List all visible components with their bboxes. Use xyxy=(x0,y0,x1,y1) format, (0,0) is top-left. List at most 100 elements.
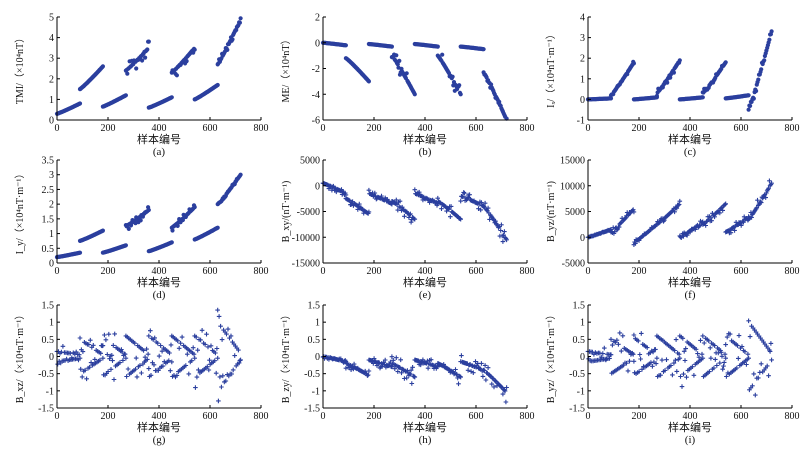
data-point xyxy=(412,374,418,380)
data-point xyxy=(215,355,220,361)
data-point xyxy=(759,67,764,72)
data-point xyxy=(435,44,440,49)
data-point xyxy=(372,190,378,196)
data-point xyxy=(670,372,675,378)
data-point xyxy=(504,237,509,243)
data-point xyxy=(625,368,631,374)
chart-panel-c: 0 200 400 600 800-101234样本编号Iₓ/（×10⁴nT·m⁻¹）(… xyxy=(545,13,800,159)
y-tick-label: -1 xyxy=(577,116,585,127)
data-point xyxy=(60,344,66,349)
data-point xyxy=(599,354,604,360)
data-point xyxy=(720,366,725,372)
data-marks-g xyxy=(54,307,243,404)
panel-label: (e) xyxy=(419,289,432,301)
data-point xyxy=(448,214,453,219)
data-point xyxy=(229,371,234,377)
data-point xyxy=(399,204,405,210)
data-point xyxy=(189,358,194,363)
data-point xyxy=(614,227,620,233)
data-point xyxy=(192,355,197,361)
data-point xyxy=(152,335,157,341)
data-point xyxy=(218,323,223,329)
data-point xyxy=(175,338,180,344)
data-point xyxy=(146,207,151,213)
data-point xyxy=(707,369,712,374)
data-point xyxy=(746,93,751,98)
data-point xyxy=(92,357,98,362)
data-point xyxy=(100,64,105,69)
data-point xyxy=(690,364,695,369)
data-point xyxy=(425,358,430,364)
data-point xyxy=(424,361,429,366)
data-point xyxy=(461,190,466,195)
data-point xyxy=(168,368,173,373)
data-point xyxy=(179,334,185,340)
data-point xyxy=(745,351,751,357)
data-point xyxy=(706,338,711,344)
data-point xyxy=(194,374,200,380)
data-point xyxy=(724,334,730,340)
data-point xyxy=(610,342,615,348)
data-point xyxy=(501,232,506,238)
data-point xyxy=(658,372,663,378)
data-point xyxy=(193,385,198,390)
data-point xyxy=(87,364,92,370)
data-point xyxy=(717,210,723,216)
data-point xyxy=(195,347,200,353)
data-point xyxy=(343,43,348,48)
data-point xyxy=(77,335,83,341)
data-point xyxy=(448,204,454,209)
data-point xyxy=(712,214,717,220)
data-point xyxy=(404,375,409,381)
data-point xyxy=(123,93,128,98)
data-point xyxy=(490,375,495,381)
x-axis-label: 样本编号 xyxy=(137,420,181,434)
data-point xyxy=(732,228,737,233)
data-point xyxy=(482,368,487,373)
y-tick-label: 2.5 xyxy=(42,185,55,196)
data-point xyxy=(479,361,484,366)
data-point xyxy=(158,343,163,348)
y-tick-label: 0.5 xyxy=(308,335,321,346)
data-point xyxy=(425,365,431,371)
data-point xyxy=(723,355,728,361)
data-point xyxy=(699,351,705,357)
y-tick-label: 0.5 xyxy=(42,244,55,255)
data-point xyxy=(719,354,725,359)
data-point xyxy=(178,340,183,346)
data-point xyxy=(192,205,197,210)
data-point xyxy=(479,200,484,205)
y-tick-label: 0 xyxy=(49,116,54,127)
data-point xyxy=(502,387,507,393)
data-point xyxy=(366,187,372,193)
data-point xyxy=(196,367,201,373)
data-point xyxy=(708,215,714,221)
data-point xyxy=(659,357,665,363)
data-point xyxy=(145,351,151,357)
data-point xyxy=(106,331,112,337)
data-point xyxy=(198,337,203,343)
data-point xyxy=(485,205,491,211)
data-point xyxy=(480,374,486,379)
data-point xyxy=(680,336,686,341)
data-point xyxy=(216,398,221,404)
x-tick-label: 600 xyxy=(734,266,749,277)
x-tick-label: 600 xyxy=(203,266,218,277)
data-point xyxy=(758,199,763,205)
x-tick-label: 200 xyxy=(101,266,116,277)
data-point xyxy=(668,363,674,368)
y-tick-label: -5000 xyxy=(297,207,320,218)
x-tick-label: 800 xyxy=(785,123,800,134)
data-point xyxy=(408,367,414,373)
data-point xyxy=(185,351,190,357)
data-point xyxy=(703,223,708,228)
data-point xyxy=(385,197,390,202)
data-point xyxy=(636,338,641,344)
data-point xyxy=(676,202,682,207)
data-point xyxy=(668,75,673,80)
y-tick-label: 1 xyxy=(49,229,54,240)
data-point xyxy=(750,383,755,389)
x-axis-label: 样本编号 xyxy=(137,132,181,146)
x-tick-label: 600 xyxy=(203,411,218,422)
x-tick-label: 0 xyxy=(586,411,591,422)
